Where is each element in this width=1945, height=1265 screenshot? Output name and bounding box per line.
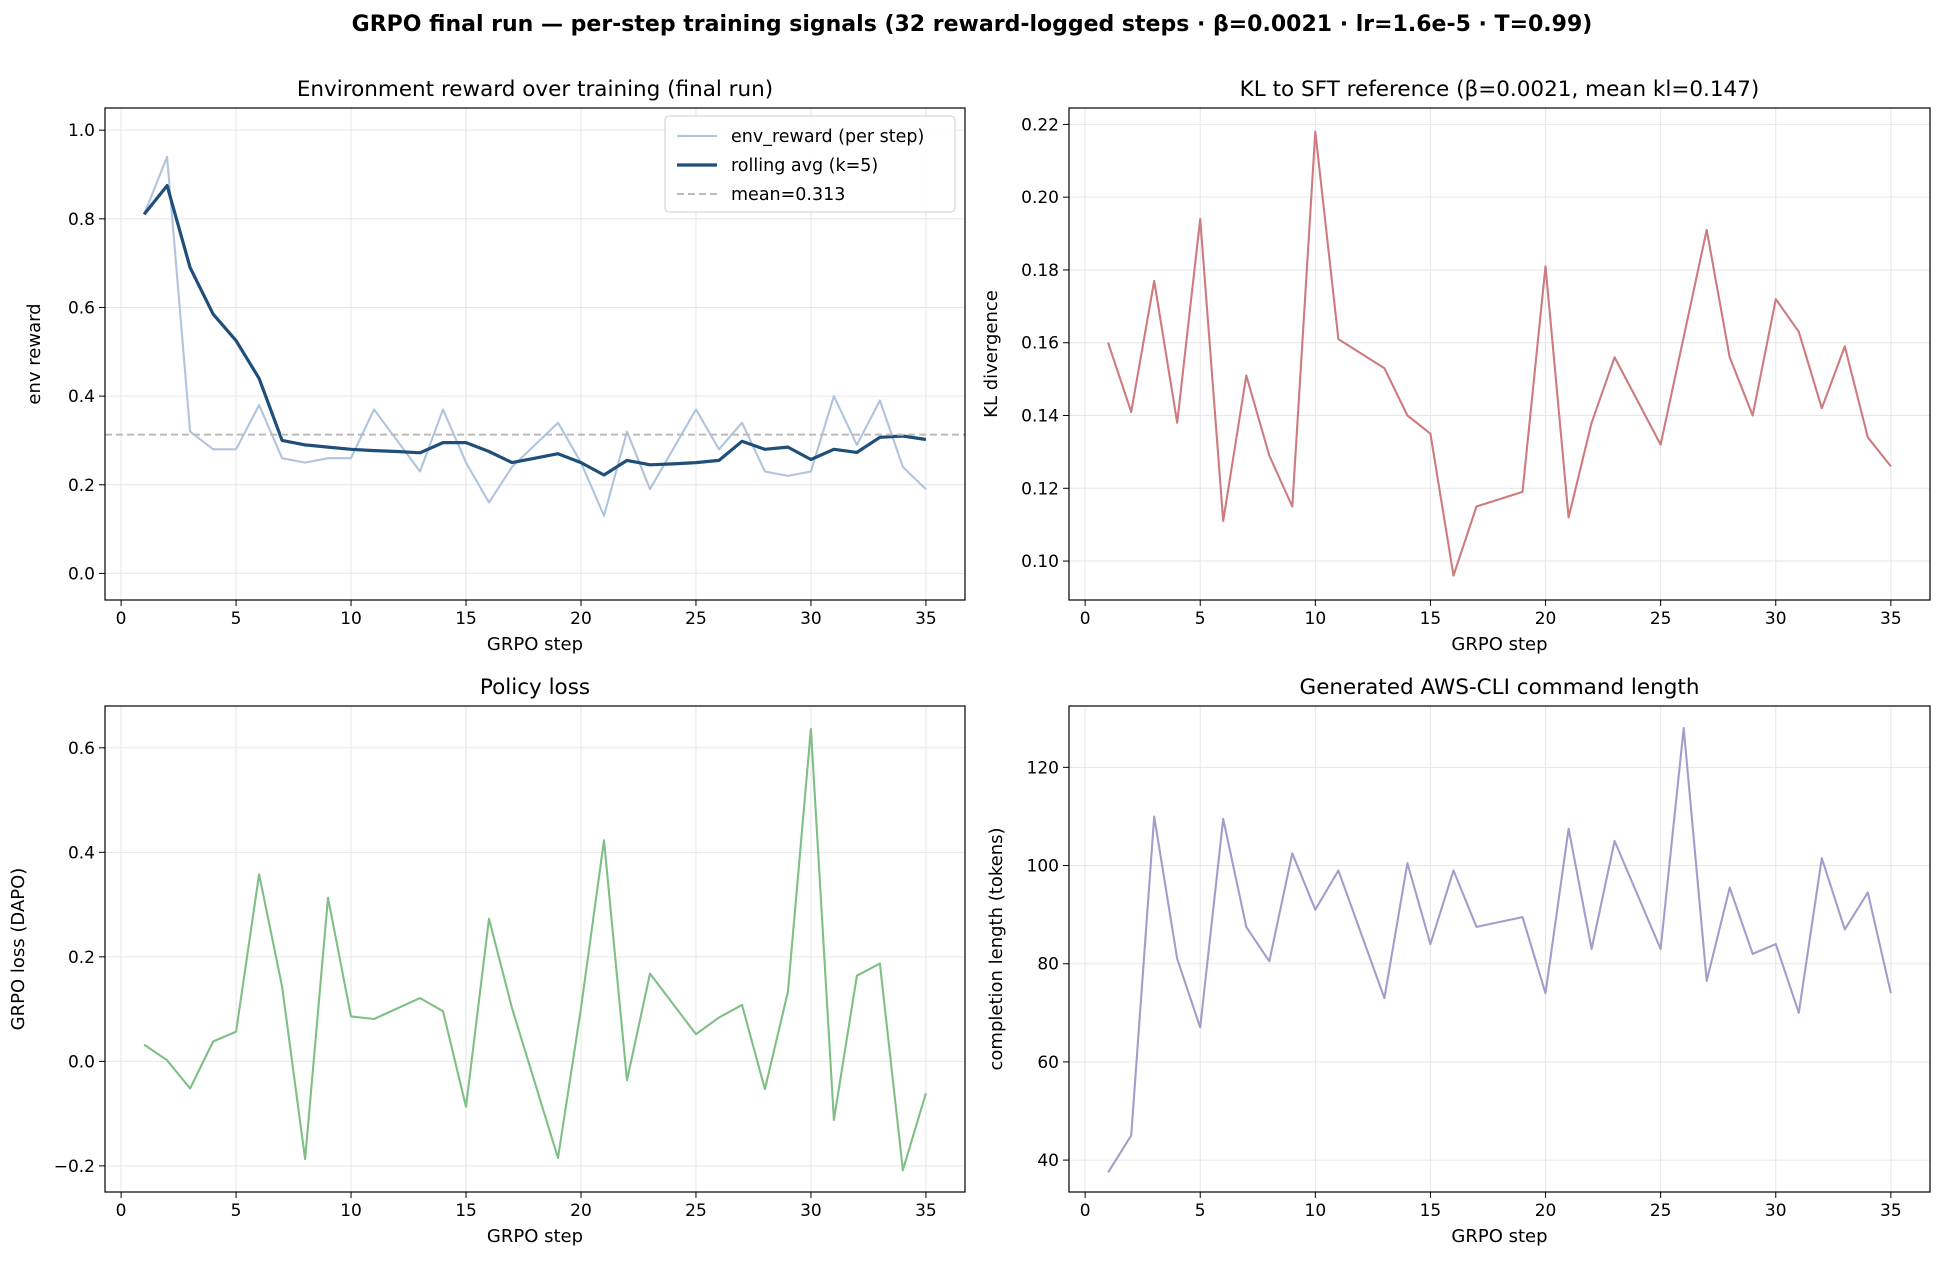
- grid: [1069, 108, 1930, 600]
- x-tick-label: 5: [231, 609, 242, 629]
- figure-suptitle: GRPO final run — per-step training signa…: [352, 12, 1593, 37]
- x-axis-label: GRPO step: [1451, 634, 1547, 655]
- axes-frame: [1068, 705, 1931, 1193]
- legend: env_reward (per step) rolling avg (k=5) me…: [664, 115, 956, 213]
- x-tick-label: 5: [1195, 609, 1206, 629]
- y-tick-label: 0.4: [68, 843, 95, 863]
- legend-label: rolling avg (k=5): [731, 156, 878, 176]
- subplot-2: 0 5 10 15 20 25 30 350.100.120.140.160.180.200.…: [981, 77, 1931, 655]
- x-tick-label: 30: [1765, 1201, 1787, 1221]
- x-tick-label: 5: [231, 1201, 242, 1221]
- subplot-grid: 0 5 10 15 20 25 30 35 0.0 0.2 0.4 0.6 0.8 1.0 Environm…: [8, 77, 1931, 1247]
- x-tick-label: 35: [915, 609, 937, 629]
- subplot-title: Policy loss: [480, 675, 590, 700]
- x-axis-label: GRPO step: [487, 1226, 583, 1247]
- subplot-title: Environment reward over training (final …: [297, 77, 773, 102]
- x-tick-label: 0: [1080, 609, 1091, 629]
- x-tick-label: 15: [455, 609, 477, 629]
- x-tick-label: 35: [915, 1201, 937, 1221]
- subplot-1: 0 5 10 15 20 25 30 35 0.0 0.2 0.4 0.6 0.8 1.0 Environm…: [24, 77, 966, 655]
- x-tick-label: 20: [1535, 609, 1557, 629]
- x-axis-label: GRPO step: [487, 634, 583, 655]
- axes-frame: [104, 705, 966, 1193]
- x-tick-label: 30: [800, 609, 822, 629]
- y-axis-ticks: 0.10 0.12 0.14 0.16 0.18 0.20 0.22: [1021, 115, 1069, 572]
- y-tick-label: 0.14: [1021, 407, 1059, 427]
- y-tick-label: 80: [1037, 955, 1059, 975]
- series-line: [143, 727, 927, 1172]
- y-tick-label: 0.4: [68, 387, 95, 407]
- x-tick-label: 10: [1305, 609, 1327, 629]
- grid: [105, 706, 965, 1192]
- y-axis-label: KL divergence: [981, 290, 1002, 418]
- x-axis-ticks: 0 5 10 15 20 25 30 35: [1080, 600, 1902, 629]
- y-tick-label: 0.2: [68, 948, 95, 968]
- y-tick-label: 0.20: [1021, 188, 1059, 208]
- subplot-4: 0 5 10 15 20 25 30 35 40 60 80 100 120 Generated AWS-…: [986, 675, 1931, 1247]
- y-axis-ticks: −0.2 0.0 0.2 0.4 0.6: [54, 739, 105, 1177]
- y-axis-label: completion length (tokens): [986, 828, 1007, 1071]
- y-axis-label: env reward: [24, 303, 45, 404]
- x-tick-label: 30: [800, 1201, 822, 1221]
- y-axis-ticks: 40 60 80 100 120: [1027, 758, 1069, 1171]
- x-axis-ticks: 0 5 10 15 20 25 30 35: [116, 600, 937, 629]
- x-tick-label: 25: [685, 609, 707, 629]
- x-tick-label: 20: [1535, 1201, 1557, 1221]
- subplot-title: Generated AWS-CLI command length: [1300, 675, 1700, 700]
- series-line: [1107, 727, 1892, 1173]
- x-axis-ticks: 0 5 10 15 20 25 30 35: [116, 1192, 937, 1221]
- subplot-title: KL to SFT reference (β=0.0021, mean kl=0…: [1240, 77, 1760, 102]
- y-tick-label: 0.12: [1021, 479, 1059, 499]
- y-tick-label: 60: [1037, 1053, 1059, 1073]
- grid: [1069, 706, 1930, 1192]
- rolling-average-line: [142, 184, 927, 477]
- x-tick-label: 15: [1420, 609, 1442, 629]
- x-tick-label: 10: [1305, 1201, 1327, 1221]
- x-axis-label: GRPO step: [1451, 1226, 1547, 1247]
- legend-label: mean=0.313: [731, 185, 845, 205]
- x-tick-label: 25: [1650, 1201, 1672, 1221]
- y-tick-label: 0.18: [1021, 261, 1059, 281]
- y-tick-label: 1.0: [68, 121, 95, 141]
- y-axis-ticks: 0.0 0.2 0.4 0.6 0.8 1.0: [68, 121, 105, 584]
- y-tick-label: 0.6: [68, 739, 95, 759]
- x-tick-label: 30: [1765, 609, 1787, 629]
- x-tick-label: 5: [1195, 1201, 1206, 1221]
- x-tick-label: 10: [340, 609, 362, 629]
- y-tick-label: 0.0: [68, 1052, 95, 1072]
- x-tick-label: 35: [1880, 1201, 1902, 1221]
- x-tick-label: 20: [570, 609, 592, 629]
- y-tick-label: 0.10: [1021, 552, 1059, 572]
- y-tick-label: 0.2: [68, 476, 95, 496]
- env-reward-line: [143, 155, 927, 517]
- legend-box: [664, 115, 956, 213]
- x-tick-label: 20: [570, 1201, 592, 1221]
- x-tick-label: 35: [1880, 609, 1902, 629]
- x-tick-label: 0: [116, 1201, 127, 1221]
- x-axis-ticks: 0 5 10 15 20 25 30 35: [1080, 1192, 1902, 1221]
- y-tick-label: 0.22: [1021, 115, 1059, 135]
- y-tick-label: 0.8: [68, 210, 95, 230]
- axes-frame: [104, 107, 966, 601]
- y-tick-label: 0.16: [1021, 334, 1059, 354]
- subplot-3: 0 5 10 15 20 25 30 35 −0.2 0.0 0.2 0.4 0.6 Policy los…: [8, 675, 966, 1247]
- x-tick-label: 0: [116, 609, 127, 629]
- y-tick-label: 40: [1037, 1151, 1059, 1171]
- legend-label: env_reward (per step): [731, 127, 924, 147]
- series-line: [1107, 130, 1892, 577]
- axes-frame: [1068, 107, 1931, 601]
- y-tick-label: 100: [1027, 857, 1059, 877]
- x-tick-label: 15: [1420, 1201, 1442, 1221]
- y-tick-label: 120: [1027, 758, 1059, 778]
- y-axis-label: GRPO loss (DAPO): [8, 868, 29, 1031]
- x-tick-label: 0: [1080, 1201, 1091, 1221]
- x-tick-label: 25: [685, 1201, 707, 1221]
- x-tick-label: 15: [455, 1201, 477, 1221]
- y-tick-label: 0.6: [68, 298, 95, 318]
- y-tick-label: −0.2: [54, 1157, 95, 1177]
- x-tick-label: 10: [340, 1201, 362, 1221]
- y-tick-label: 0.0: [68, 564, 95, 584]
- x-tick-label: 25: [1650, 609, 1672, 629]
